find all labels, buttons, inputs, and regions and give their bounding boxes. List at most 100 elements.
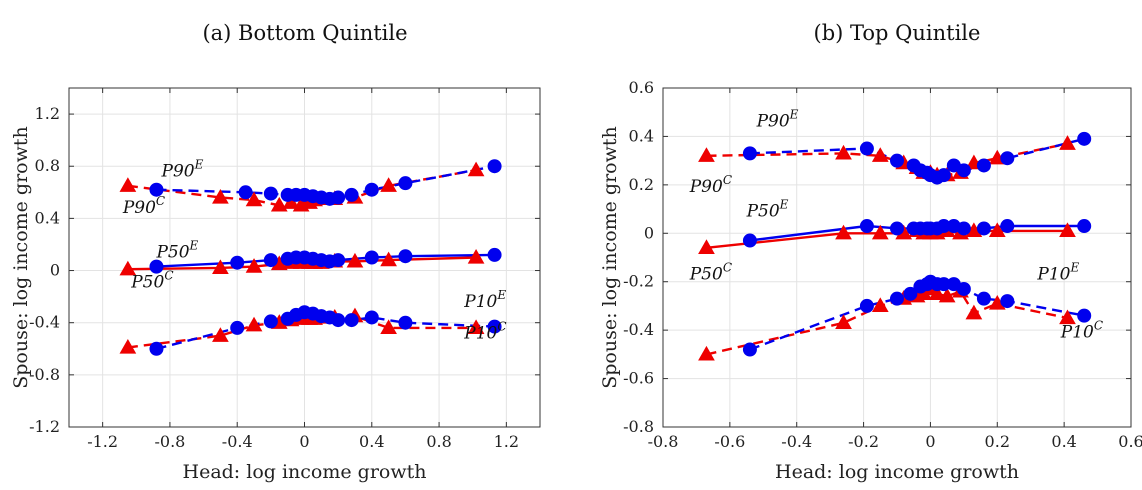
data-point-1-12 bbox=[1059, 135, 1076, 150]
x-tick-label: 0.8 bbox=[426, 432, 451, 451]
data-point-4-2 bbox=[263, 314, 278, 329]
data-point-0-9 bbox=[331, 190, 346, 205]
series-group bbox=[119, 159, 502, 356]
chart-1: -0.8 -0.6 -0.4 -0.2 0 0.2 0.4 0.6 -0.8 -0.6 -0.4 -0… bbox=[599, 21, 1142, 483]
data-point-4-11 bbox=[364, 310, 379, 325]
data-point-2-12 bbox=[1000, 219, 1015, 234]
x-tick-label: 0 bbox=[299, 432, 309, 451]
annotation-main: P90 bbox=[161, 162, 195, 182]
y-tick-label: 0 bbox=[50, 261, 60, 280]
annotation-label: P50E bbox=[155, 239, 198, 263]
data-point-5-12 bbox=[1059, 309, 1076, 325]
data-point-0-0 bbox=[149, 182, 164, 197]
data-point-3-2 bbox=[245, 258, 263, 273]
x-tick-label: -1.2 bbox=[87, 432, 118, 451]
annotation-superscript: C bbox=[723, 260, 732, 274]
chart-title: (b) Top Quintile bbox=[814, 21, 981, 45]
data-point-3-12 bbox=[380, 251, 397, 267]
y-tick-label: 0.4 bbox=[629, 126, 654, 145]
annotation-main: P10 bbox=[463, 323, 497, 343]
data-point-2-13 bbox=[1077, 219, 1092, 234]
data-point-0-1 bbox=[859, 141, 874, 156]
plot-area bbox=[663, 88, 1131, 427]
y-axis-label: Spouse: log income growth bbox=[10, 126, 32, 389]
annotation-main: P50 bbox=[155, 243, 189, 263]
data-point-4-13 bbox=[1077, 308, 1092, 323]
axes-frame bbox=[662, 87, 1132, 428]
annotation-main: P10 bbox=[463, 292, 497, 312]
data-point-3-11 bbox=[988, 222, 1006, 237]
x-tick-label: 0 bbox=[925, 432, 935, 451]
y-tick-label: 0.2 bbox=[629, 175, 654, 194]
axes-frame bbox=[68, 87, 541, 428]
data-point-2-0 bbox=[742, 233, 757, 248]
x-tick-label: 1.2 bbox=[494, 432, 519, 451]
y-tick-label: -0.8 bbox=[29, 365, 60, 384]
data-point-1-0 bbox=[119, 177, 137, 192]
y-tick-label: 0.8 bbox=[35, 156, 60, 175]
data-point-0-8 bbox=[936, 168, 951, 183]
x-tick-label: 0.6 bbox=[1118, 432, 1142, 451]
x-tick-label: -0.4 bbox=[781, 432, 812, 451]
data-point-5-2 bbox=[871, 297, 889, 313]
data-point-2-1 bbox=[230, 255, 245, 270]
data-point-5-13 bbox=[467, 319, 485, 335]
x-axis-label: Head: log income growth bbox=[183, 461, 427, 483]
annotation-superscript: C bbox=[156, 194, 165, 208]
y-tick-label: 0 bbox=[644, 223, 654, 242]
annotation-main: P50 bbox=[746, 201, 780, 221]
data-point-0-1 bbox=[238, 185, 253, 200]
data-point-4-9 bbox=[331, 313, 346, 328]
annotation-superscript: E bbox=[1069, 260, 1079, 274]
annotation-superscript: E bbox=[189, 239, 199, 253]
y-tick-label: -0.2 bbox=[623, 272, 654, 291]
annotation-label: P90C bbox=[689, 173, 732, 197]
data-point-4-0 bbox=[149, 341, 164, 356]
x-tick-label: -0.8 bbox=[648, 432, 679, 451]
annotation-label: P90C bbox=[122, 194, 165, 218]
data-point-2-10 bbox=[364, 250, 379, 265]
annotation-main: P10 bbox=[1060, 322, 1094, 342]
data-point-3-13 bbox=[467, 248, 485, 264]
y-axis-label: Spouse: log income growth bbox=[599, 126, 621, 389]
data-point-1-1 bbox=[212, 189, 229, 204]
data-point-3-1 bbox=[835, 224, 852, 240]
annotation-label: P50E bbox=[746, 197, 789, 221]
x-tick-label: -0.6 bbox=[714, 432, 745, 451]
data-point-4-3 bbox=[903, 286, 918, 301]
data-point-2-11 bbox=[398, 249, 413, 264]
data-point-1-2 bbox=[871, 147, 889, 162]
annotation-superscript: C bbox=[164, 268, 173, 282]
data-point-3-1 bbox=[212, 259, 229, 275]
data-point-1-12 bbox=[380, 177, 397, 192]
annotation-label: P10E bbox=[1036, 260, 1079, 284]
data-point-5-0 bbox=[119, 338, 137, 354]
annotation-superscript: E bbox=[789, 108, 799, 122]
annotation-main: P10 bbox=[1036, 264, 1070, 284]
data-point-0-13 bbox=[1077, 131, 1092, 146]
annotation-superscript: C bbox=[723, 173, 732, 187]
x-tick-label: -0.8 bbox=[154, 432, 185, 451]
data-point-5-10 bbox=[965, 304, 983, 320]
y-tick-label: 1.2 bbox=[35, 104, 60, 123]
data-point-4-10 bbox=[344, 313, 359, 328]
data-point-4-10 bbox=[956, 281, 971, 296]
data-point-0-10 bbox=[344, 187, 359, 202]
data-point-0-13 bbox=[487, 159, 502, 174]
data-point-1-3 bbox=[270, 196, 288, 212]
y-tick-label: -1.2 bbox=[29, 417, 60, 436]
y-tick-label: 0.6 bbox=[629, 78, 654, 97]
annotation-label: P10C bbox=[1060, 318, 1103, 342]
annotation-superscript: E bbox=[496, 288, 506, 302]
data-point-0-0 bbox=[742, 146, 757, 161]
annotation-main: P90 bbox=[122, 198, 156, 218]
data-point-4-12 bbox=[398, 315, 413, 330]
data-point-5-1 bbox=[835, 314, 852, 330]
data-point-1-1 bbox=[835, 144, 852, 160]
annotation-label: P90E bbox=[161, 158, 204, 182]
data-point-4-1 bbox=[230, 320, 245, 335]
data-point-2-9 bbox=[331, 253, 346, 268]
chart-title: (a) Bottom Quintile bbox=[202, 21, 407, 45]
data-point-5-8 bbox=[938, 287, 956, 303]
